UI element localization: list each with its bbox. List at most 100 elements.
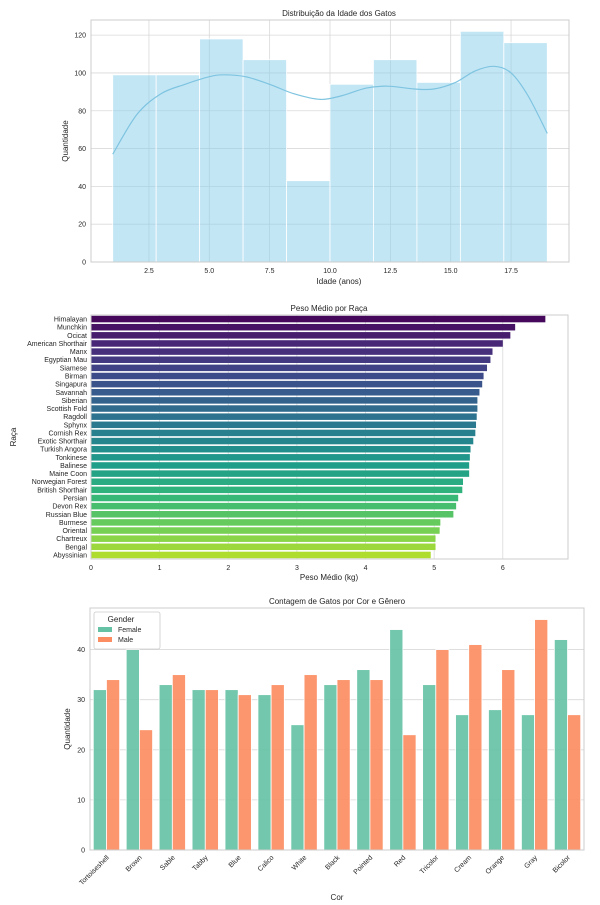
color-chart-frame xyxy=(89,607,585,851)
histogram-xlabel: Idade (anos) xyxy=(317,277,362,286)
breed-bar xyxy=(91,494,459,502)
breed-bar xyxy=(91,364,488,372)
bar-male xyxy=(138,729,153,851)
x-tick-label: 5.0 xyxy=(204,268,214,275)
breed-bar xyxy=(91,511,454,518)
y-tick-label: 100 xyxy=(74,70,86,77)
x-tick-label: 5 xyxy=(432,565,436,572)
x-tick-label: 6 xyxy=(501,565,505,572)
breed-label: Ocicat xyxy=(67,333,87,340)
bar-female xyxy=(158,684,173,851)
breed-label: Himalayan xyxy=(54,317,87,324)
x-tick-label: 10.0 xyxy=(323,268,337,275)
bar-male xyxy=(402,734,417,851)
histogram-bar xyxy=(503,42,548,263)
x-tick-label: Black xyxy=(324,854,341,871)
histogram-frame xyxy=(90,19,570,263)
x-tick-label: 2 xyxy=(226,565,230,572)
bar-male xyxy=(171,674,186,851)
histogram-bar xyxy=(329,83,374,263)
x-tick-label: 3 xyxy=(295,565,299,572)
bar-female xyxy=(553,639,568,851)
breed-label: Ragdoll xyxy=(63,414,87,421)
bar-female xyxy=(323,684,338,851)
x-tick-label: Calico xyxy=(257,854,276,873)
breed-label: Oriental xyxy=(62,528,87,535)
x-tick-label: Gray xyxy=(523,854,539,870)
bar-female xyxy=(488,709,503,851)
legend-swatch-male xyxy=(98,637,112,642)
legend-title: Gender xyxy=(108,615,135,624)
y-tick-label: 40 xyxy=(77,647,85,654)
x-tick-label: Red xyxy=(393,854,407,868)
weight-chart-ylabel: Raça xyxy=(9,427,18,446)
bar-female xyxy=(191,689,206,851)
breed-label: Turkish Angora xyxy=(40,447,87,454)
bar-female xyxy=(389,629,404,851)
bar-male xyxy=(435,649,450,851)
breed-bar xyxy=(91,437,474,445)
legend-swatch-female xyxy=(98,627,112,632)
breed-label: Egyptian Mau xyxy=(44,357,87,364)
y-tick-label: 0 xyxy=(82,260,86,267)
breed-label: Burmese xyxy=(59,520,87,527)
breed-label: Manx xyxy=(70,349,88,356)
breed-label: Sphynx xyxy=(64,422,88,429)
breed-label: Persian xyxy=(63,496,87,503)
breed-label: Siamese xyxy=(60,365,87,372)
bar-female xyxy=(422,684,437,851)
bar-male xyxy=(336,679,351,851)
breed-bar xyxy=(91,348,493,355)
breed-label: Birman xyxy=(65,374,87,381)
x-tick-label: 1 xyxy=(158,565,162,572)
y-tick-label: 120 xyxy=(74,33,86,40)
histogram-chart: Distribuição da Idade dos Gatos 0 20 40 60 8… xyxy=(61,9,570,286)
x-tick-label: 17.5 xyxy=(504,268,518,275)
histogram-bar xyxy=(416,81,461,263)
breed-bar xyxy=(91,372,484,380)
breed-bar xyxy=(91,315,546,323)
x-tick-label: Blue xyxy=(228,854,243,869)
breed-bar xyxy=(91,340,503,347)
breed-bar xyxy=(91,470,470,477)
x-tick-label: 0 xyxy=(89,565,93,572)
bar-male xyxy=(468,644,483,851)
breed-bar xyxy=(91,405,478,412)
color-chart-ylabel: Quantidade xyxy=(63,708,72,750)
breed-bar xyxy=(91,421,477,429)
breed-bar xyxy=(91,462,470,469)
x-tick-label: Bicolor xyxy=(552,854,573,875)
y-tick-label: 60 xyxy=(78,146,86,153)
breed-label: British Shorthair xyxy=(37,487,87,494)
weight-chart-title: Peso Médio por Raça xyxy=(291,304,368,313)
x-tick-label: Tabby xyxy=(192,854,211,873)
breed-label: Maine Coon xyxy=(49,471,87,478)
breed-label: Cornish Rex xyxy=(48,430,87,437)
x-tick-label: Cream xyxy=(453,854,473,874)
color-chart-xlabel: Cor xyxy=(331,893,344,902)
breed-bar xyxy=(91,413,477,420)
breed-bar xyxy=(91,543,436,551)
x-tick-label: 15.0 xyxy=(444,268,458,275)
y-tick-label: 0 xyxy=(81,848,85,855)
breed-label: Munchkin xyxy=(57,325,87,332)
breed-label: Norwegian Forest xyxy=(32,479,87,486)
histogram-ylabel: Quantidade xyxy=(61,120,70,162)
kde-line xyxy=(112,65,548,155)
breed-bar xyxy=(91,445,471,453)
histogram-title: Distribuição da Idade dos Gatos xyxy=(282,9,396,18)
breed-bar xyxy=(91,332,511,339)
breed-bar xyxy=(91,356,491,363)
color-chart-title: Contagem de Gatos por Cor e Gênero xyxy=(269,597,406,606)
x-tick-label: 12.5 xyxy=(384,268,398,275)
y-tick-label: 40 xyxy=(78,184,86,191)
breed-bar xyxy=(91,527,440,534)
bar-male xyxy=(534,619,549,851)
breed-bar xyxy=(91,454,470,461)
x-tick-label: Pointed xyxy=(353,854,375,876)
breed-label: Exotic Shorthair xyxy=(38,439,88,446)
histogram-bar xyxy=(373,59,418,263)
bar-male xyxy=(237,694,252,851)
breed-bar xyxy=(91,551,431,559)
bar-male xyxy=(501,669,516,851)
